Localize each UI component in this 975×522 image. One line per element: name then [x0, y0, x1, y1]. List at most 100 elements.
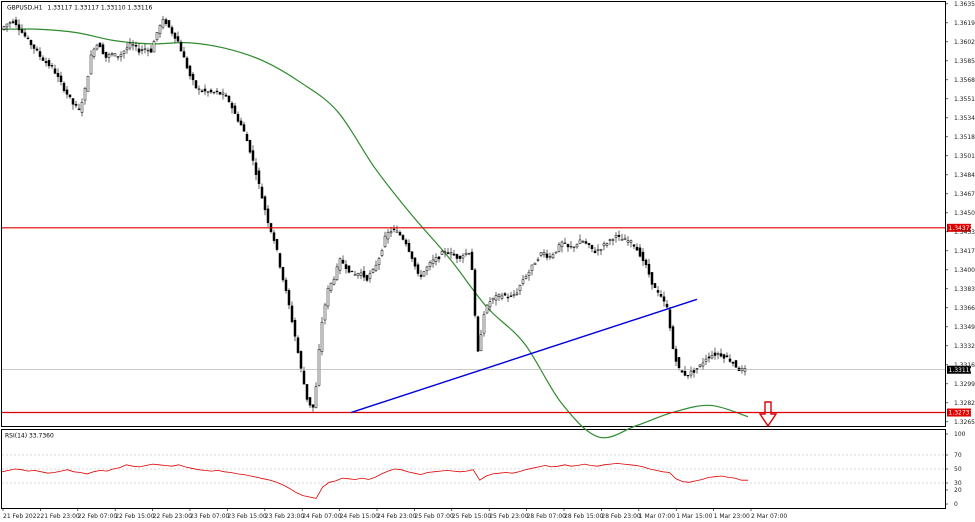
candle-body [620, 239, 624, 241]
candle-body [119, 54, 123, 57]
candle-body [173, 32, 177, 39]
candle-body [689, 370, 693, 376]
candle-body [68, 94, 72, 98]
candle-body [377, 258, 381, 265]
candle-body [347, 265, 351, 273]
candle-body [29, 40, 33, 46]
candle-body [557, 244, 561, 252]
candle-body [416, 264, 420, 274]
candle-body [581, 241, 585, 243]
candle-body [413, 257, 417, 267]
candle-body [731, 361, 735, 364]
candle-body [137, 48, 141, 53]
candle-body [719, 353, 723, 357]
trendline [350, 298, 698, 414]
candle-body [371, 268, 375, 273]
candle-body [11, 21, 15, 23]
candle-body [98, 42, 102, 48]
candle-body [233, 105, 237, 114]
candle-body [656, 290, 660, 293]
trendline-layer [350, 298, 698, 414]
candle-body [140, 49, 144, 51]
candle-body [701, 362, 705, 367]
candle-body [437, 256, 441, 260]
candle-body [164, 19, 168, 24]
candle-body [368, 273, 372, 279]
candle-body [641, 251, 645, 262]
x-tick-label: 1 Mar 15:00 [676, 513, 712, 520]
y-tick-label: 1.36020 [954, 39, 975, 46]
candle-body [704, 358, 708, 362]
candle-body [533, 262, 537, 265]
candle-body [683, 371, 687, 376]
candle-body [20, 29, 24, 33]
candle-body [470, 251, 474, 270]
rsi-y-tick-label: 50 [954, 466, 962, 473]
candle-body [395, 230, 399, 233]
candle-body [596, 249, 600, 251]
candle-body [41, 57, 45, 61]
candle-body [548, 256, 552, 258]
candle-body [59, 75, 63, 82]
main-chart-title: GBPUSD,H1 1.33117 1.33117 1.33110 1.3311… [7, 5, 153, 12]
candle-body [110, 53, 114, 55]
candle-body [221, 92, 225, 95]
down-arrow-icon [758, 401, 778, 428]
candle-body [152, 41, 156, 53]
y-tick-label: 1.36355 [954, 1, 975, 8]
candle-body [116, 56, 120, 58]
x-tick-label: 21 Feb 23:00 [40, 513, 80, 520]
candle-body [218, 91, 222, 95]
candle-body [359, 272, 363, 276]
candle-body [128, 42, 132, 49]
candle-body [155, 32, 159, 40]
candle-body [566, 243, 570, 248]
price-tag [947, 408, 971, 417]
y-tick-label: 1.35515 [954, 96, 975, 103]
candle-body [710, 355, 714, 359]
candle-body [353, 274, 357, 276]
candle-body [287, 290, 291, 306]
candle-body [299, 351, 303, 369]
rsi-y-tick-label: 20 [954, 487, 962, 494]
candle-body [50, 65, 54, 67]
y-tick-label: 1.32990 [954, 381, 975, 388]
candle-body [662, 296, 666, 302]
candle-body [716, 353, 720, 355]
candle-body [227, 95, 231, 103]
candle-body [527, 271, 531, 276]
candle-body [302, 370, 306, 385]
candle-body [509, 295, 513, 297]
candle-body [77, 108, 81, 110]
candle-body [2, 26, 6, 30]
y-tick-label: 1.35345 [954, 115, 975, 122]
candle-body [47, 60, 51, 67]
candle-body [686, 374, 690, 377]
candle-body [53, 68, 57, 74]
candle-body [320, 321, 324, 352]
candle-body [305, 384, 309, 400]
candle-body [56, 72, 60, 77]
main-y-axis: 1.36355 1.36190 1.36020 1.35855 1.35685 1.355… [945, 1, 975, 426]
candle-body [512, 294, 516, 296]
candle-body [623, 237, 627, 240]
y-tick-label: 1.36190 [954, 20, 975, 27]
y-tick-label: 1.33495 [954, 324, 975, 331]
candle-body [239, 120, 243, 126]
candle-body [86, 75, 90, 92]
candle-body [593, 250, 597, 254]
candle-body [308, 397, 312, 406]
candle-body [497, 294, 501, 297]
candle-body [575, 244, 579, 248]
candle-body [281, 267, 285, 281]
candle-body [365, 275, 369, 281]
candle-body [272, 232, 276, 241]
candle-body [539, 252, 543, 256]
candle-body [389, 231, 393, 234]
candle-body [5, 23, 9, 28]
candle-body [191, 73, 195, 81]
y-tick-label: 1.32820 [954, 400, 975, 407]
candle-body [479, 334, 483, 352]
candle-body [500, 295, 504, 299]
candle-body [536, 259, 540, 261]
